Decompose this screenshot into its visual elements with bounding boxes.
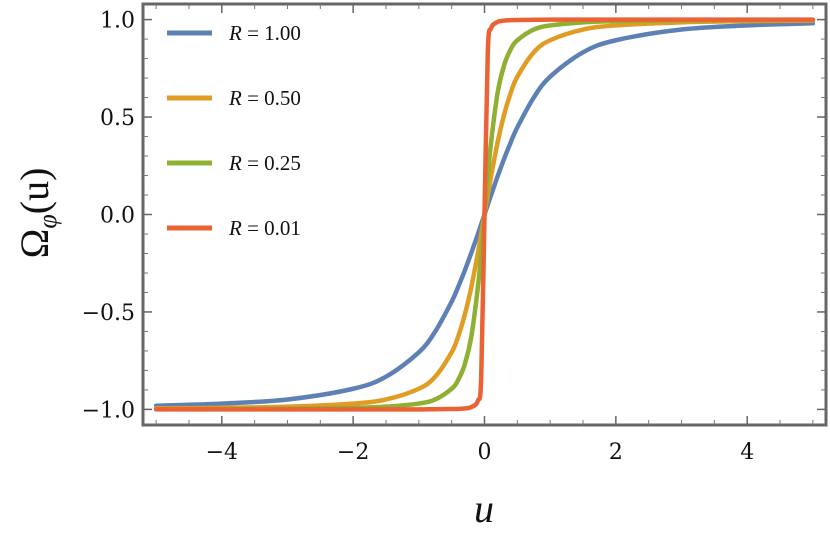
- y-axis-title-arg: (u): [12, 168, 57, 215]
- y-tick-label: −0.5: [82, 301, 135, 326]
- x-tick-label: 2: [609, 440, 623, 465]
- y-tick-label: −1.0: [82, 398, 135, 423]
- x-tick-labels: −4 −2 0 2 4: [206, 440, 755, 465]
- y-axis-title-main: Ω: [12, 229, 57, 259]
- x-tick-label: −2: [337, 440, 369, 465]
- major-ticks: [143, 4, 826, 425]
- legend-label: R = 1.00: [228, 21, 301, 45]
- series-lines: [153, 17, 816, 412]
- legend: R = 1.00 R = 0.50 R = 0.25 R = 0.01: [167, 21, 301, 240]
- y-axis-title-sub: φ: [33, 214, 62, 228]
- x-tick-label: 4: [740, 440, 754, 465]
- x-tick-label: 0: [478, 440, 492, 465]
- y-tick-label: 0.5: [100, 106, 135, 131]
- y-axis-title: Ωφ(u): [12, 168, 62, 259]
- y-tick-label: 1.0: [100, 9, 135, 34]
- x-tick-label: −4: [206, 440, 238, 465]
- x-axis-title: u: [474, 486, 494, 531]
- y-tick-label: 0.0: [100, 204, 135, 229]
- legend-label: R = 0.50: [228, 86, 301, 110]
- y-tick-labels: −1.0 −0.5 0.0 0.5 1.0: [82, 9, 135, 424]
- legend-label: R = 0.25: [228, 151, 301, 175]
- series-line-4: [153, 17, 816, 412]
- legend-label: R = 0.01: [228, 216, 301, 240]
